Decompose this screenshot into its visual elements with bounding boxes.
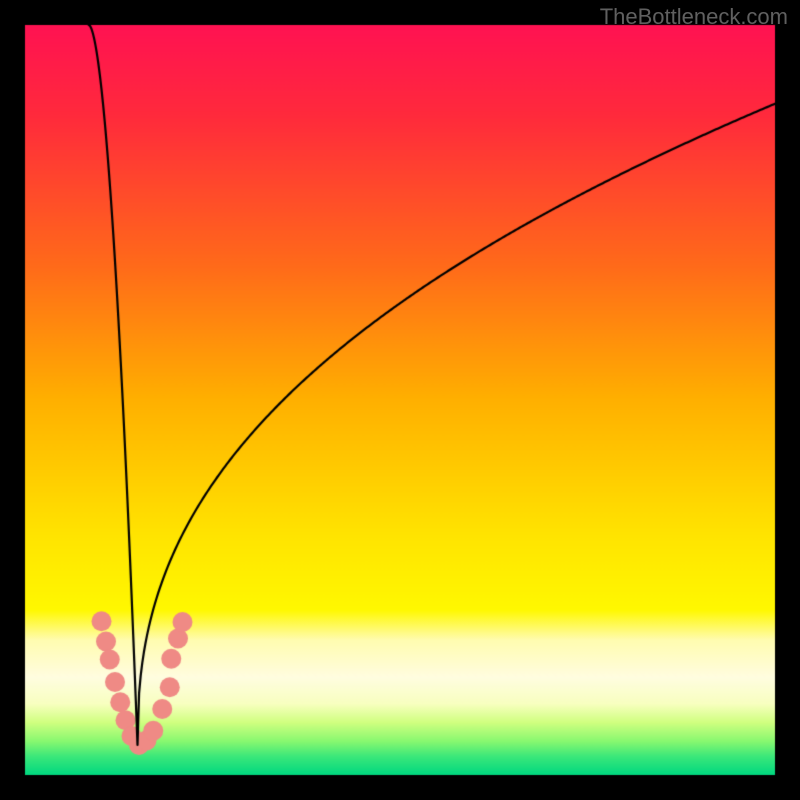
chart-container: TheBottleneck.com (0, 0, 800, 800)
watermark-text: TheBottleneck.com (600, 4, 788, 30)
bottleneck-chart-canvas (0, 0, 800, 800)
